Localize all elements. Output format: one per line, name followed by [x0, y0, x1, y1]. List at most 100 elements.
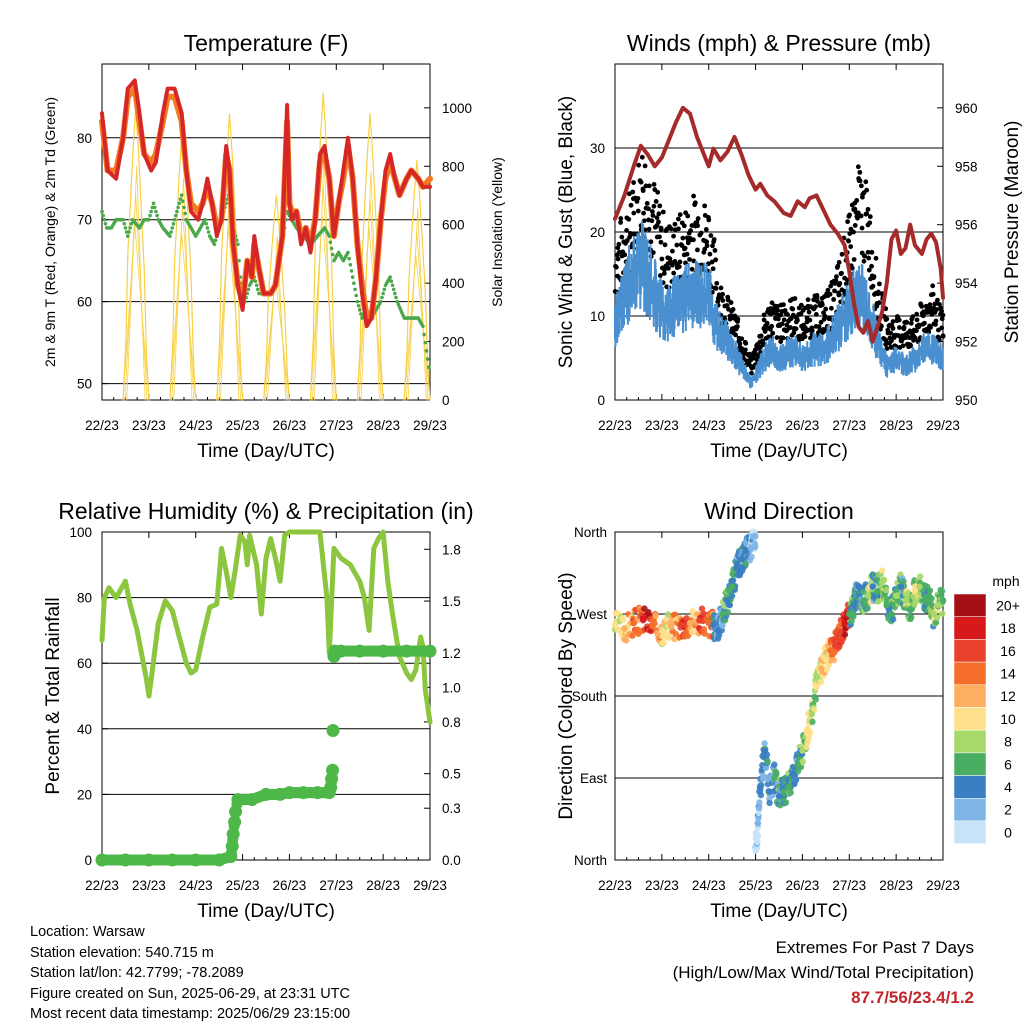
- gust-point: [695, 248, 700, 253]
- x-tick-label: 28/23: [366, 878, 400, 893]
- gust-point: [735, 324, 740, 329]
- direction-point: [883, 587, 889, 593]
- y-tick-label: South: [572, 689, 607, 704]
- x-tick-label: 27/23: [319, 878, 353, 893]
- x-tick-label: 28/23: [879, 878, 913, 893]
- y2-tick-label: 800: [442, 159, 465, 174]
- x-tick-label: 22/23: [598, 418, 632, 433]
- y2-tick-label: 200: [442, 335, 465, 350]
- y-tick-label: 80: [77, 591, 92, 606]
- extremes-title: Extremes For Past 7 Days: [673, 935, 974, 960]
- extremes-subtitle: (High/Low/Max Wind/Total Precipitation): [673, 960, 974, 985]
- gust-point: [941, 333, 946, 338]
- x-tick-label: 24/23: [692, 418, 726, 433]
- dewpoint-point: [427, 365, 431, 369]
- temperature-chart: Temperature (F)22/23 23/23 24/23 25/23 26/23…: [42, 30, 505, 462]
- gust-point: [680, 236, 685, 241]
- gust-point: [690, 267, 695, 272]
- precip-point: [213, 854, 226, 867]
- gust-point: [691, 237, 696, 242]
- dewpoint-point: [255, 283, 259, 287]
- gust-point: [770, 331, 775, 336]
- gust-point: [922, 321, 927, 326]
- legend-label: 14: [1000, 665, 1016, 681]
- y2-tick-label: 956: [955, 218, 978, 233]
- dewpoint-point: [425, 349, 429, 353]
- direction-point: [902, 597, 908, 603]
- extremes-summary: Extremes For Past 7 Days (High/Low/Max W…: [673, 935, 974, 1010]
- dewpoint-point: [152, 202, 156, 206]
- direction-point: [790, 770, 796, 776]
- gust-point: [847, 213, 852, 218]
- direction-point: [870, 583, 876, 589]
- dewpoint-point: [207, 230, 211, 234]
- x-tick-label: 24/23: [179, 418, 213, 433]
- gust-point: [687, 257, 692, 262]
- direction-point: [661, 640, 667, 646]
- dewpoint-point: [388, 275, 392, 279]
- gust-point: [656, 211, 661, 216]
- gust-point: [915, 317, 920, 322]
- direction-point: [724, 597, 730, 603]
- direction-series: [612, 529, 946, 854]
- station-latlon: Station lat/lon: 42.7799; -78.2089: [30, 963, 350, 984]
- x-tick-label: 24/23: [692, 878, 726, 893]
- gust-point: [735, 317, 740, 322]
- legend-label: 10: [1000, 711, 1016, 727]
- dewpoint-point: [173, 218, 177, 222]
- gust-point: [867, 220, 872, 225]
- gust-point: [702, 203, 707, 208]
- y-tick-label: 20: [77, 787, 92, 802]
- dewpoint-point: [153, 206, 157, 210]
- direction-point: [926, 593, 932, 599]
- y-tick-label: West: [576, 607, 607, 622]
- x-tick-label: 23/23: [132, 878, 166, 893]
- chart-title: Temperature (F): [184, 30, 349, 56]
- direction-point: [860, 597, 866, 603]
- gust-point: [695, 223, 700, 228]
- y-tick-label: 50: [77, 377, 92, 392]
- dewpoint-point: [178, 202, 182, 206]
- gust-point: [671, 271, 676, 276]
- chart-title: Wind Direction: [704, 498, 854, 524]
- gust-point: [860, 226, 865, 231]
- gust-point: [781, 335, 786, 340]
- y2-tick-label: 954: [955, 276, 978, 291]
- gust-point: [719, 286, 724, 291]
- precip-point: [96, 854, 109, 867]
- y2-tick-label: 952: [955, 335, 978, 350]
- dewpoint-point: [358, 308, 362, 312]
- direction-point: [939, 610, 945, 616]
- gust-point: [840, 252, 845, 257]
- dewpoint-point: [203, 218, 207, 222]
- gust-point: [631, 180, 636, 185]
- direction-point: [715, 627, 721, 633]
- precip-point: [229, 805, 242, 818]
- temp2m-line: [102, 80, 430, 326]
- y2-tick-label: 400: [442, 276, 465, 291]
- direction-point: [766, 788, 772, 794]
- direction-point: [837, 629, 843, 635]
- precip-point: [311, 786, 324, 799]
- gust-point: [869, 264, 874, 269]
- x-axis-label: Time (Day/UTC): [710, 441, 848, 462]
- gust-point: [868, 214, 873, 219]
- legend-label: 6: [1004, 756, 1012, 772]
- precip-point: [334, 645, 347, 658]
- gust-point: [666, 266, 671, 271]
- x-tick-label: 27/23: [319, 418, 353, 433]
- legend-swatch: [954, 730, 986, 753]
- gust-point: [838, 281, 843, 286]
- dewpoint-point: [346, 251, 350, 255]
- direction-point: [827, 647, 833, 653]
- gust-point: [618, 216, 623, 221]
- precip-point: [231, 793, 244, 806]
- gust-series: [613, 155, 946, 376]
- x-tick-label: 22/23: [598, 878, 632, 893]
- gust-point: [674, 243, 679, 248]
- gust-point: [901, 343, 906, 348]
- dewpoint-point: [236, 242, 240, 246]
- gust-point: [935, 298, 940, 303]
- gust-point: [863, 179, 868, 184]
- dewpoint-point: [183, 212, 187, 216]
